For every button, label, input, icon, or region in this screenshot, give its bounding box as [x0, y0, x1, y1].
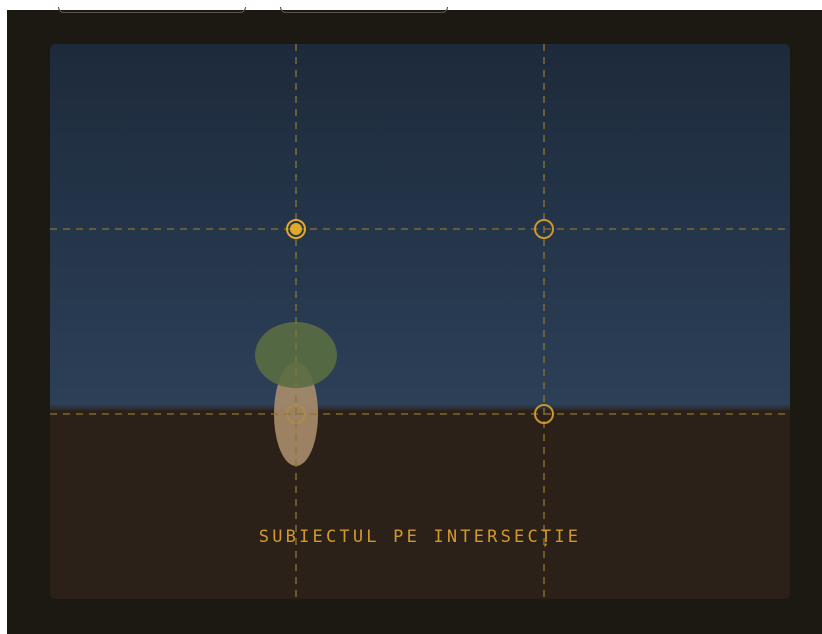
active-intersection-dot [290, 223, 302, 235]
thirds-grid [50, 44, 790, 599]
intersection-bottom-left[interactable] [286, 404, 306, 424]
horizon [50, 404, 790, 412]
top-tab-left [58, 7, 246, 13]
intersection-bottom-right[interactable] [534, 404, 554, 424]
top-tab-right [280, 7, 448, 13]
caption: SUBIECTUL PE INTERSECȚIE [258, 527, 582, 547]
intersection-top-left[interactable] [286, 219, 306, 239]
intersection-top-right[interactable] [534, 219, 554, 239]
composition-canvas: SUBIECTUL PE INTERSECȚIE [50, 44, 790, 599]
composition-overlay [50, 44, 790, 599]
intersection-markers [286, 219, 554, 424]
sky [50, 44, 790, 410]
ground [50, 410, 790, 599]
tree-crown [255, 322, 337, 388]
